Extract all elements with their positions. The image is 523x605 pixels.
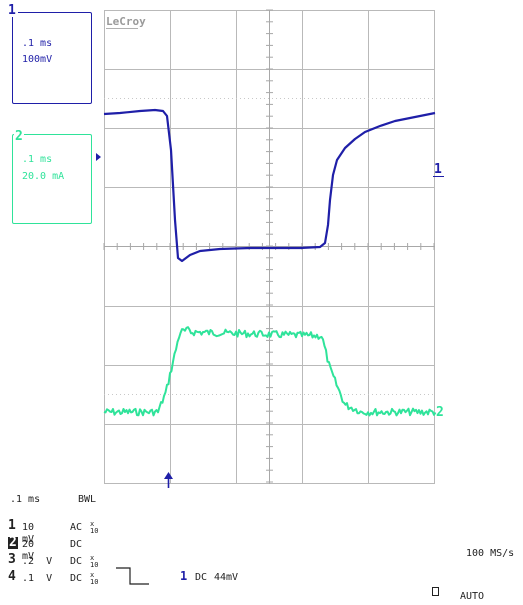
trigger-position-arrow[interactable] (164, 472, 173, 479)
channel-1-timebase: .1 ms (22, 38, 53, 49)
channel-setting-volts: 20 mV (22, 539, 35, 562)
channel-setting-number: 2 (8, 535, 18, 550)
trigger-source: 1 (180, 569, 188, 583)
attenuation-x10-icon: x 10 (90, 571, 99, 586)
lecroy-logo: LeCroy (106, 15, 146, 28)
channel-1-marker: 1 (434, 162, 442, 177)
scope-display: LeCroy 1 2 (96, 9, 444, 488)
channel-1-trace (103, 108, 436, 263)
channel-2-info-box[interactable] (12, 134, 92, 224)
trigger-mode-indicator-icon[interactable] (432, 587, 439, 596)
channel-2-scale: 20.0 mA (22, 171, 65, 182)
sample-rate: 100 MS/s (466, 548, 515, 559)
timebase-readout: .1 ms (10, 494, 41, 505)
channel-2-trace (103, 326, 437, 417)
channel-1-scale: 100mV (22, 54, 53, 65)
channel-setting-coupling: DC (70, 573, 83, 584)
channel-2-number: 2 (14, 129, 24, 144)
channel-setting-number: 4 (8, 569, 16, 584)
trigger-level-marker[interactable] (96, 153, 101, 161)
trigger-slope-falling-icon[interactable] (116, 566, 150, 588)
channel-setting-number: 1 (8, 518, 16, 533)
channel-setting-volts: 10 mV (22, 522, 35, 545)
trigger-level: 44mV (214, 572, 239, 583)
channel-2-timebase: .1 ms (22, 154, 53, 165)
trigger-mode: AUTO (460, 591, 485, 602)
channel-setting-number: 3 (8, 552, 16, 567)
bwl-indicator: BWL (78, 494, 97, 505)
attenuation-x10-icon: x 10 (90, 554, 99, 569)
channel-setting-volts: .1 V (22, 573, 53, 584)
channel-1-number: 1 (6, 3, 18, 18)
channel-setting-coupling: DC (70, 539, 83, 550)
channel-setting-coupling: AC (70, 522, 83, 533)
channel-1-info-box[interactable] (12, 12, 92, 104)
attenuation-x10-icon: x 10 (90, 520, 99, 535)
channel-setting-coupling: DC (70, 556, 83, 567)
trigger-coupling: DC (195, 572, 208, 583)
channel-setting-volts: .2 V (22, 556, 53, 567)
channel-2-marker: 2 (436, 405, 444, 420)
